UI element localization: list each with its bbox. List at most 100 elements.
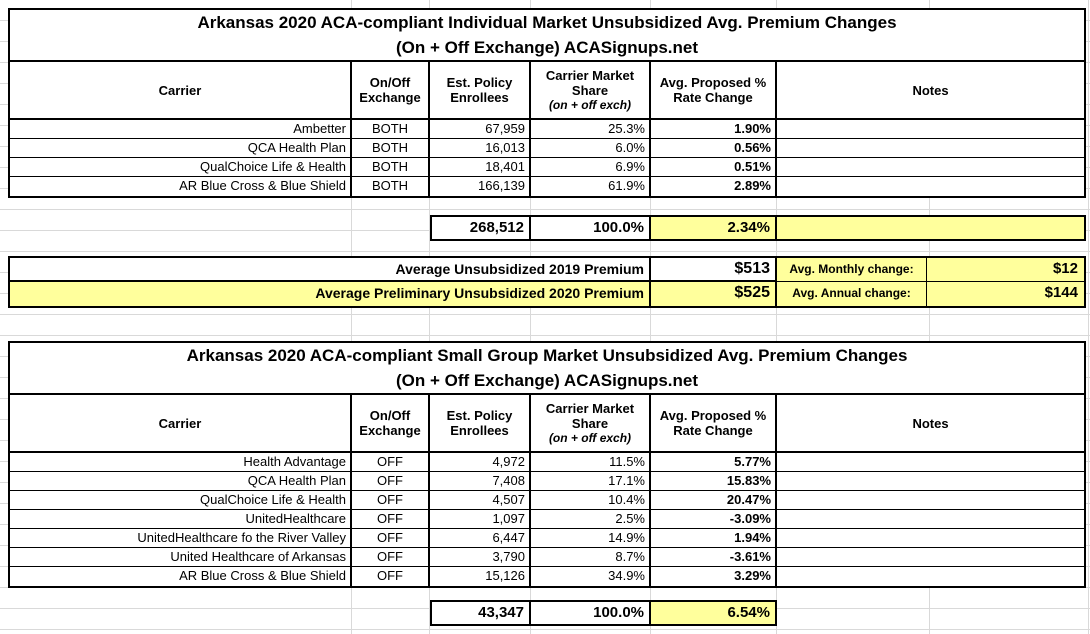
cell-share: 8.7% xyxy=(531,548,651,566)
cell-exchange: OFF xyxy=(352,472,430,490)
cell-notes xyxy=(777,472,1084,490)
cell-exchange: BOTH xyxy=(352,120,430,138)
table-row: UnitedHealthcare OFF 1,097 2.5% -3.09% xyxy=(10,510,1084,529)
cell-notes xyxy=(777,120,1084,138)
title-line-2: (On + Off Exchange) ACASignups.net xyxy=(395,371,699,390)
total-rate: 6.54% xyxy=(651,600,777,626)
individual-market-table: Arkansas 2020 ACA-compliant Individual M… xyxy=(8,8,1086,198)
cell-carrier: QCA Health Plan xyxy=(10,472,352,490)
cell-carrier: United Healthcare of Arkansas xyxy=(10,548,352,566)
annual-change-label: Avg. Annual change: xyxy=(777,282,927,306)
cell-carrier: QCA Health Plan xyxy=(10,139,352,157)
column-header-rate-change: Avg. Proposed % Rate Change xyxy=(651,62,777,118)
cell-enrollees: 67,959 xyxy=(430,120,531,138)
individual-header-row: Carrier On/Off Exchange Est. Policy Enro… xyxy=(8,62,1086,120)
individual-total-row: 268,512 100.0% 2.34% xyxy=(8,215,1086,241)
column-header-enrollees: Est. Policy Enrollees xyxy=(430,395,531,451)
total-row-spacer xyxy=(8,600,430,626)
cell-carrier: UnitedHealthcare xyxy=(10,510,352,528)
table-row: QualChoice Life & Health BOTH 18,401 6.9… xyxy=(10,158,1084,177)
cell-enrollees: 4,972 xyxy=(430,453,531,471)
total-share: 100.0% xyxy=(531,600,651,626)
total-share: 100.0% xyxy=(531,215,651,241)
total-enrollees: 268,512 xyxy=(430,215,531,241)
table-row: AR Blue Cross & Blue Shield OFF 15,126 3… xyxy=(10,567,1084,586)
cell-enrollees: 15,126 xyxy=(430,567,531,586)
column-header-market-share: Carrier Market Share (on + off exch) xyxy=(531,62,651,118)
table-row: Health Advantage OFF 4,972 11.5% 5.77% xyxy=(10,453,1084,472)
cell-carrier: Ambetter xyxy=(10,120,352,138)
cell-carrier: QualChoice Life & Health xyxy=(10,491,352,509)
market-share-header-main: Carrier Market Share xyxy=(545,67,635,98)
cell-notes xyxy=(777,491,1084,509)
total-rate: 2.34% xyxy=(651,215,777,241)
small-group-market-table: Arkansas 2020 ACA-compliant Small Group … xyxy=(8,341,1086,588)
table-row: United Healthcare of Arkansas OFF 3,790 … xyxy=(10,548,1084,567)
column-header-carrier: Carrier xyxy=(10,395,352,451)
total-row-spacer xyxy=(8,215,430,241)
cell-enrollees: 4,507 xyxy=(430,491,531,509)
cell-rate: 1.90% xyxy=(651,120,777,138)
annual-change-value: $144 xyxy=(927,282,1084,306)
cell-rate: 5.77% xyxy=(651,453,777,471)
premium-2019-value: $513 xyxy=(651,258,777,281)
title-line-2: (On + Off Exchange) ACASignups.net xyxy=(395,38,699,57)
market-share-header-main: Carrier Market Share xyxy=(545,400,635,431)
cell-exchange: BOTH xyxy=(352,177,430,196)
table-row: QualChoice Life & Health OFF 4,507 10.4%… xyxy=(10,491,1084,510)
table-row: UnitedHealthcare fo the River Valley OFF… xyxy=(10,529,1084,548)
cell-share: 6.0% xyxy=(531,139,651,157)
cell-carrier: AR Blue Cross & Blue Shield xyxy=(10,567,352,586)
premium-2020-row: Average Preliminary Unsubsidized 2020 Pr… xyxy=(10,282,1084,306)
column-header-carrier: Carrier xyxy=(10,62,352,118)
title-line-1: Arkansas 2020 ACA-compliant Individual M… xyxy=(197,13,897,32)
individual-table-title: Arkansas 2020 ACA-compliant Individual M… xyxy=(8,8,1086,62)
cell-exchange: BOTH xyxy=(352,158,430,176)
individual-data-block: Ambetter BOTH 67,959 25.3% 1.90% QCA Hea… xyxy=(8,120,1086,198)
cell-exchange: BOTH xyxy=(352,139,430,157)
column-header-rate-change: Avg. Proposed % Rate Change xyxy=(651,395,777,451)
cell-notes xyxy=(777,510,1084,528)
monthly-change-label: Avg. Monthly change: xyxy=(777,258,927,281)
cell-enrollees: 1,097 xyxy=(430,510,531,528)
total-enrollees: 43,347 xyxy=(430,600,531,626)
table-row: QCA Health Plan BOTH 16,013 6.0% 0.56% xyxy=(10,139,1084,158)
column-header-market-share: Carrier Market Share (on + off exch) xyxy=(531,395,651,451)
cell-exchange: OFF xyxy=(352,510,430,528)
cell-share: 2.5% xyxy=(531,510,651,528)
small-group-data-block: Health Advantage OFF 4,972 11.5% 5.77% Q… xyxy=(8,453,1086,588)
table-row: QCA Health Plan OFF 7,408 17.1% 15.83% xyxy=(10,472,1084,491)
column-header-notes: Notes xyxy=(912,82,949,98)
cell-enrollees: 3,790 xyxy=(430,548,531,566)
cell-rate: -3.61% xyxy=(651,548,777,566)
column-header-notes: Notes xyxy=(912,415,949,431)
cell-enrollees: 18,401 xyxy=(430,158,531,176)
cell-exchange: OFF xyxy=(352,567,430,586)
title-line-1: Arkansas 2020 ACA-compliant Small Group … xyxy=(186,346,908,365)
cell-exchange: OFF xyxy=(352,529,430,547)
cell-notes xyxy=(777,158,1084,176)
cell-enrollees: 166,139 xyxy=(430,177,531,196)
cell-rate: -3.09% xyxy=(651,510,777,528)
cell-notes xyxy=(777,453,1084,471)
cell-rate: 0.56% xyxy=(651,139,777,157)
premium-2020-label: Average Preliminary Unsubsidized 2020 Pr… xyxy=(10,282,651,306)
cell-rate: 1.94% xyxy=(651,529,777,547)
cell-share: 14.9% xyxy=(531,529,651,547)
column-header-enrollees: Est. Policy Enrollees xyxy=(430,62,531,118)
cell-share: 61.9% xyxy=(531,177,651,196)
cell-share: 34.9% xyxy=(531,567,651,586)
total-notes xyxy=(777,215,1086,241)
small-group-table-title: Arkansas 2020 ACA-compliant Small Group … xyxy=(8,341,1086,395)
table-row: AR Blue Cross & Blue Shield BOTH 166,139… xyxy=(10,177,1084,196)
premium-summary-block: Average Unsubsidized 2019 Premium $513 A… xyxy=(8,256,1086,308)
cell-share: 17.1% xyxy=(531,472,651,490)
monthly-change-value: $12 xyxy=(927,258,1084,281)
cell-rate: 15.83% xyxy=(651,472,777,490)
small-group-total-row: 43,347 100.0% 6.54% xyxy=(8,600,777,626)
cell-share: 10.4% xyxy=(531,491,651,509)
cell-enrollees: 7,408 xyxy=(430,472,531,490)
cell-enrollees: 16,013 xyxy=(430,139,531,157)
premium-2019-row: Average Unsubsidized 2019 Premium $513 A… xyxy=(10,258,1084,282)
